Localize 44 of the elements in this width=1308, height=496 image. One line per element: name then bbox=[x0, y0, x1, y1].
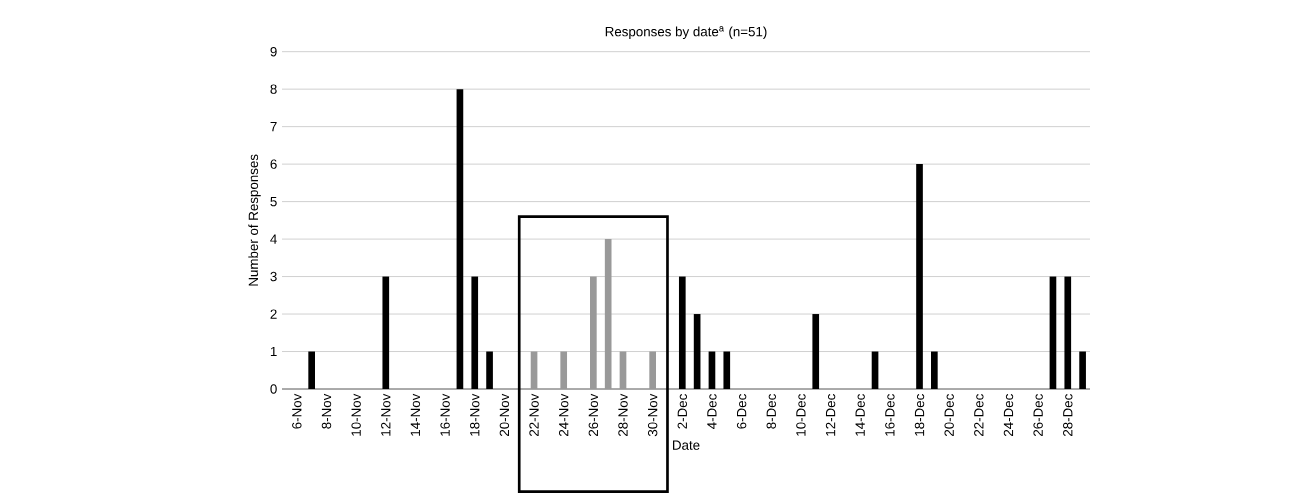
y-tick-label: 7 bbox=[270, 122, 277, 132]
x-tick-label: 16-Dec bbox=[885, 394, 895, 436]
y-tick-label: 0 bbox=[270, 384, 277, 394]
y-tick-label: 9 bbox=[270, 46, 277, 57]
bar bbox=[590, 276, 597, 389]
y-tick-label: 8 bbox=[270, 84, 277, 94]
x-tick-label: 28-Dec bbox=[1063, 394, 1073, 437]
x-tick-label: 20-Nov bbox=[499, 393, 510, 437]
x-tick-label: 22-Dec bbox=[974, 394, 984, 437]
x-tick-label: 30-Nov bbox=[647, 393, 658, 437]
bar bbox=[649, 351, 656, 389]
y-tick-label: 4 bbox=[270, 234, 277, 244]
x-tick-label: 16-Nov bbox=[440, 393, 450, 436]
x-tick-label: 8-Nov bbox=[321, 393, 332, 429]
x-tick-label: 26-Nov bbox=[588, 393, 599, 437]
x-tick-label: 10-Nov bbox=[351, 393, 361, 436]
x-tick-label: 10-Dec bbox=[796, 394, 806, 436]
x-axis-title: Date bbox=[673, 440, 700, 450]
x-tick-label: 14-Nov bbox=[410, 393, 421, 436]
x-tick-label: 18-Dec bbox=[914, 394, 925, 436]
x-tick-label: 2-Dec bbox=[677, 394, 688, 429]
y-tick-label: 2 bbox=[270, 309, 277, 319]
bar bbox=[604, 239, 612, 389]
x-tick-label: 22-Nov bbox=[529, 393, 539, 437]
y-tick-label: 3 bbox=[270, 271, 277, 282]
y-tick-label: 5 bbox=[270, 196, 277, 207]
chart-title: Responses by date$^{a}$ (n=51) bbox=[605, 26, 767, 39]
x-tick-label: 12-Nov bbox=[381, 393, 391, 436]
x-tick-label: 18-Nov bbox=[470, 393, 480, 436]
x-tick-label: 24-Dec bbox=[1003, 394, 1014, 437]
x-tick-label: 28-Nov bbox=[618, 393, 628, 437]
x-tick-label: 26-Dec bbox=[1033, 394, 1043, 437]
x-tick-label: 6-Nov bbox=[292, 393, 302, 429]
y-axis-title: Number of Responses bbox=[248, 154, 261, 286]
x-tick-label: 12-Dec bbox=[825, 394, 836, 436]
x-tick-label: 24-Nov bbox=[558, 393, 569, 437]
x-tick-label: 14-Dec bbox=[855, 394, 865, 436]
x-tick-label: 4-Dec bbox=[707, 394, 717, 429]
bar bbox=[560, 351, 568, 389]
y-tick-label: 1 bbox=[270, 346, 277, 357]
x-tick-label: 6-Dec bbox=[736, 394, 747, 429]
x-tick-label: 8-Dec bbox=[766, 394, 776, 429]
y-tick-label: 6 bbox=[270, 159, 277, 169]
x-tick-label: 20-Dec bbox=[944, 394, 954, 437]
